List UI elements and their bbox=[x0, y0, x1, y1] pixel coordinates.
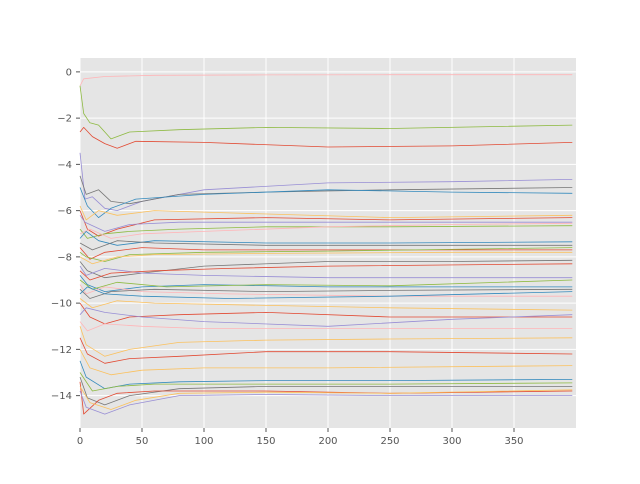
series-line-15 bbox=[79, 251, 573, 265]
y-tick-label: −14 bbox=[51, 391, 72, 402]
series-line-30 bbox=[79, 349, 573, 376]
series-line-5 bbox=[79, 187, 573, 218]
x-tick-label: 100 bbox=[194, 436, 213, 447]
series-line-16 bbox=[79, 259, 573, 279]
series-line-3 bbox=[79, 152, 573, 211]
y-tick-label: 0 bbox=[66, 67, 72, 78]
series-line-1 bbox=[79, 85, 573, 140]
series-line-8 bbox=[79, 215, 573, 232]
series-line-28 bbox=[79, 326, 573, 357]
series-line-32 bbox=[79, 372, 573, 392]
series-line-9 bbox=[79, 225, 573, 239]
series-line-6 bbox=[79, 205, 573, 221]
x-tick-label: 50 bbox=[136, 436, 149, 447]
y-tick-label: −12 bbox=[51, 345, 72, 356]
x-tick-label: 200 bbox=[318, 436, 337, 447]
x-tick-label: 250 bbox=[380, 436, 399, 447]
series-line-29 bbox=[79, 337, 573, 364]
x-tick-label: 0 bbox=[77, 436, 83, 447]
series-line-27 bbox=[79, 321, 573, 332]
series-line-2 bbox=[79, 127, 573, 149]
series-line-25 bbox=[79, 302, 573, 325]
series-line-11 bbox=[79, 231, 573, 246]
series-line-36 bbox=[79, 390, 573, 415]
y-tick-label: −4 bbox=[57, 160, 72, 171]
series-line-19 bbox=[79, 275, 573, 292]
series-line-13 bbox=[79, 247, 573, 260]
series-line-22 bbox=[79, 288, 573, 299]
series-line-31 bbox=[79, 360, 573, 390]
x-axis-ticks: 0 50 100 150 200 250 300 350 bbox=[77, 428, 524, 447]
series-line-10 bbox=[79, 222, 573, 239]
series-line-0 bbox=[79, 74, 573, 86]
x-tick-label: 350 bbox=[504, 436, 523, 447]
x-tick-label: 150 bbox=[256, 436, 275, 447]
y-tick-label: −6 bbox=[57, 206, 72, 217]
series-line-26 bbox=[79, 307, 573, 327]
series-line-18 bbox=[79, 263, 573, 281]
grid-lines bbox=[79, 58, 576, 428]
y-axis-ticks: 0 −2 −4 −6 −8 −10 −12 −14 bbox=[51, 67, 80, 402]
series-line-14 bbox=[79, 247, 573, 262]
x-tick-label: 300 bbox=[442, 436, 461, 447]
series-lines bbox=[79, 74, 573, 415]
series-line-23 bbox=[79, 286, 573, 299]
series-line-35 bbox=[79, 386, 573, 410]
series-line-33 bbox=[79, 376, 573, 406]
series-line-24 bbox=[79, 298, 573, 311]
series-line-12 bbox=[79, 240, 573, 251]
y-tick-label: −2 bbox=[57, 114, 72, 125]
series-line-17 bbox=[79, 265, 573, 279]
y-tick-label: −10 bbox=[51, 299, 72, 310]
y-tick-label: −8 bbox=[57, 252, 72, 263]
